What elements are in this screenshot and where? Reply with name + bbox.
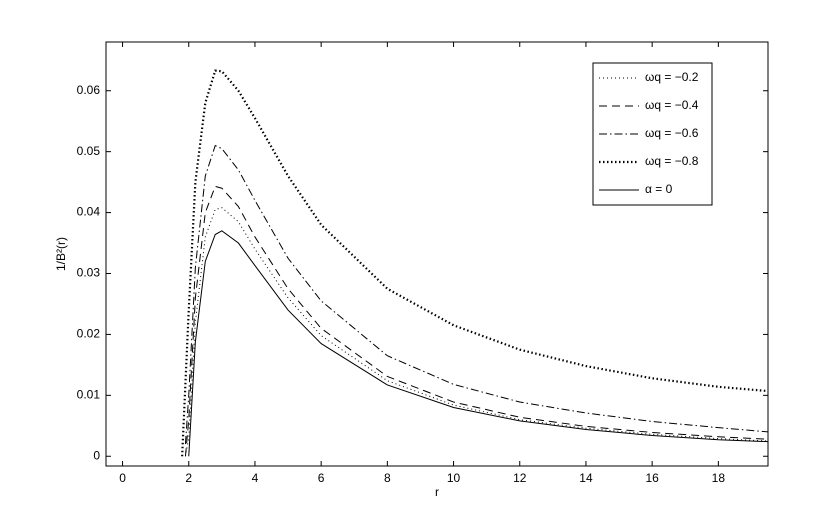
x-tick-label: 2 (185, 471, 192, 485)
legend-label: ωq = −0.2 (645, 70, 699, 84)
series-line (184, 144, 768, 445)
y-axis-label: 1/B²(r) (54, 237, 68, 271)
x-axis-label: r (435, 485, 439, 499)
legend-box (592, 62, 713, 206)
y-tick-label: 0 (93, 448, 100, 462)
y-tick-label: 0.02 (77, 327, 101, 341)
series-line (184, 185, 768, 457)
x-tick-label: 12 (513, 471, 527, 485)
x-tick-label: 10 (447, 471, 461, 485)
legend-label: ωq = −0.6 (645, 126, 699, 140)
x-tick-label: 8 (384, 471, 391, 485)
y-tick-label: 0.03 (77, 266, 101, 280)
legend-label: α = 0 (645, 182, 673, 196)
x-tick-label: 6 (318, 471, 325, 485)
y-tick-label: 0.06 (77, 83, 101, 97)
y-tick-label: 0.05 (77, 144, 101, 158)
legend-label: ωq = −0.4 (645, 98, 699, 112)
x-tick-label: 14 (579, 471, 593, 485)
x-tick-label: 0 (119, 471, 126, 485)
y-tick-label: 0.04 (77, 205, 101, 219)
series-line (181, 69, 768, 457)
y-tick-label: 0.01 (77, 388, 101, 402)
x-tick-label: 4 (252, 471, 259, 485)
x-tick-label: 16 (645, 471, 659, 485)
legend-label: ωq = −0.8 (645, 154, 699, 168)
x-tick-label: 18 (712, 471, 726, 485)
series-line (188, 230, 768, 457)
